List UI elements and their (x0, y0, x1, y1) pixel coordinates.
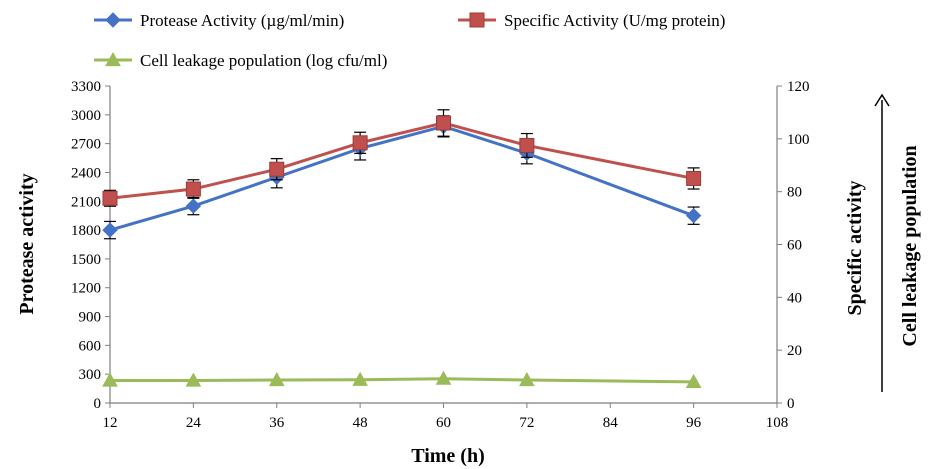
data-point-triangle (352, 371, 368, 386)
x-tick-label: 72 (519, 415, 534, 431)
data-point-square (185, 181, 201, 197)
data-point-square (436, 115, 451, 131)
data-point-diamond (185, 198, 202, 214)
series-layer (102, 109, 702, 388)
y-left-tick-label: 600 (79, 338, 102, 354)
x-tick-label: 60 (436, 415, 451, 431)
y-right-tick-label: 60 (787, 238, 802, 254)
data-point-square (102, 190, 118, 206)
x-tick-label: 48 (353, 415, 368, 431)
legend-label: Protease Activity (µg/ml/min) (140, 11, 344, 30)
data-point-triangle (268, 371, 285, 387)
y-right-tick-label: 80 (787, 185, 802, 201)
y-left-axis-title: Protease activity (16, 173, 38, 314)
data-point-triangle (435, 370, 452, 385)
y-right-outer-axis-title: Cell leakage population (899, 145, 921, 346)
y-right-tick-label: 20 (787, 343, 802, 359)
data-point-square (519, 137, 535, 153)
y-right-tick-label: 40 (787, 290, 802, 306)
y-right-tick-label: 0 (787, 396, 795, 412)
upward-arrow-head-icon (874, 93, 890, 107)
legend-marker-square (469, 12, 485, 28)
x-tick-label: 84 (603, 415, 619, 431)
y-left-tick-label: 2400 (71, 165, 101, 181)
y-left-tick-label: 900 (79, 310, 102, 326)
y-right-tick-label: 120 (787, 79, 810, 95)
x-tick-label: 24 (186, 415, 202, 431)
y-right-tick-label: 100 (787, 132, 810, 148)
data-point-diamond (685, 207, 702, 224)
x-tick-label: 108 (766, 415, 789, 431)
data-point-square (686, 170, 702, 186)
y-left-tick-label: 3300 (71, 79, 101, 95)
y-left-tick-label: 0 (94, 396, 102, 412)
y-left-tick-label: 300 (79, 367, 102, 383)
legend-label: Cell leakage population (log cfu/ml) (140, 51, 387, 70)
legend-marker-diamond (105, 12, 121, 28)
y-right-axis-title: Specific activity (844, 181, 866, 316)
y-left-tick-label: 1500 (71, 252, 101, 268)
x-tick-label: 96 (686, 415, 702, 431)
data-point-triangle (185, 372, 202, 387)
data-point-triangle (519, 371, 535, 387)
legend-marker-triangle (105, 51, 121, 67)
axes-layer: 0300600900120015001800210024002700300033… (71, 79, 810, 431)
x-tick-label: 36 (269, 415, 285, 431)
y-left-tick-label: 2100 (71, 194, 101, 210)
x-tick-label: 12 (103, 415, 118, 431)
y-left-tick-label: 2700 (71, 137, 101, 153)
data-point-square (269, 161, 285, 177)
legend-label: Specific Activity (U/mg protein) (504, 11, 725, 30)
data-point-square (352, 135, 368, 151)
data-point-triangle (685, 373, 702, 388)
data-point-triangle (102, 372, 118, 387)
x-axis-title: Time (h) (411, 445, 485, 467)
y-left-tick-label: 3000 (71, 108, 101, 124)
data-point-diamond (102, 222, 118, 238)
y-left-tick-label: 1800 (71, 223, 101, 239)
y-left-tick-label: 1200 (71, 281, 101, 297)
legend: Protease Activity (µg/ml/min) Specific Ac… (94, 11, 725, 70)
